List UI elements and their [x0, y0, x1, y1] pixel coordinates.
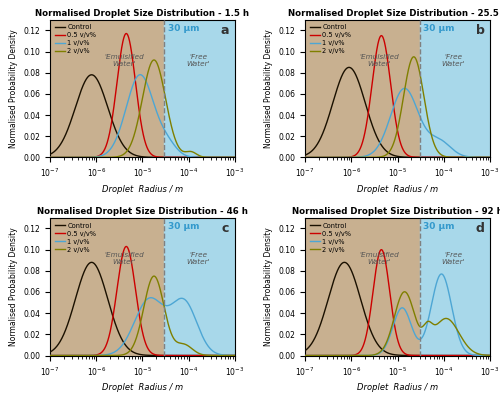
Title: Normalised Droplet Size Distribution - 46 h: Normalised Droplet Size Distribution - 4…: [37, 207, 248, 216]
Text: 30 μm: 30 μm: [168, 222, 200, 231]
Text: 'Free
Water': 'Free Water': [441, 252, 465, 265]
X-axis label: Droplet  Radius / m: Droplet Radius / m: [102, 185, 183, 194]
Bar: [305, 218, 420, 356]
X-axis label: Droplet  Radius / m: Droplet Radius / m: [357, 185, 438, 194]
Text: d: d: [476, 222, 484, 235]
Text: 'Emulsified
Water': 'Emulsified Water': [104, 252, 144, 265]
Legend: Control, 0.5 v/v%, 1 v/v%, 2 v/v%: Control, 0.5 v/v%, 1 v/v%, 2 v/v%: [54, 23, 98, 56]
X-axis label: Droplet  Radius / m: Droplet Radius / m: [357, 383, 438, 392]
Bar: [50, 20, 164, 157]
Text: 30 μm: 30 μm: [424, 222, 455, 231]
Legend: Control, 0.5 v/v%, 1 v/v%, 2 v/v%: Control, 0.5 v/v%, 1 v/v%, 2 v/v%: [308, 221, 353, 254]
Text: 'Free
Water': 'Free Water': [441, 54, 465, 67]
Y-axis label: Normalised Probability Density: Normalised Probability Density: [264, 29, 273, 148]
Text: b: b: [476, 24, 484, 37]
Y-axis label: Normalised Probability Density: Normalised Probability Density: [8, 29, 18, 148]
Text: 30 μm: 30 μm: [168, 24, 200, 33]
Text: a: a: [221, 24, 230, 37]
Text: 'Emulsified
Water': 'Emulsified Water': [104, 54, 144, 67]
Text: 'Emulsified
Water': 'Emulsified Water': [359, 54, 399, 67]
Bar: [50, 218, 164, 356]
Title: Normalised Droplet Size Distribution - 1.5 h: Normalised Droplet Size Distribution - 1…: [36, 9, 250, 18]
Text: 'Free
Water': 'Free Water': [186, 252, 210, 265]
Text: 'Free
Water': 'Free Water': [186, 54, 210, 67]
Legend: Control, 0.5 v/v%, 1 v/v%, 2 v/v%: Control, 0.5 v/v%, 1 v/v%, 2 v/v%: [308, 23, 353, 56]
Text: 30 μm: 30 μm: [424, 24, 455, 33]
Title: Normalised Droplet Size Distribution - 92 h: Normalised Droplet Size Distribution - 9…: [292, 207, 500, 216]
X-axis label: Droplet  Radius / m: Droplet Radius / m: [102, 383, 183, 392]
Legend: Control, 0.5 v/v%, 1 v/v%, 2 v/v%: Control, 0.5 v/v%, 1 v/v%, 2 v/v%: [54, 221, 98, 254]
Title: Normalised Droplet Size Distribution - 25.5 h: Normalised Droplet Size Distribution - 2…: [288, 9, 500, 18]
Bar: [305, 20, 420, 157]
Y-axis label: Normalised Probability Density: Normalised Probability Density: [264, 228, 273, 346]
Text: c: c: [222, 222, 230, 235]
Text: 'Emulsified
Water': 'Emulsified Water': [359, 252, 399, 265]
Y-axis label: Normalised Probability Density: Normalised Probability Density: [8, 228, 18, 346]
